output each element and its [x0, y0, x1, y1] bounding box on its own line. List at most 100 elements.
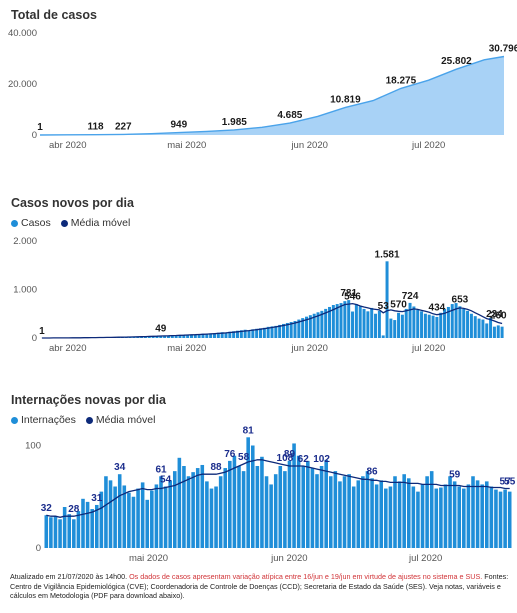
bar [209, 333, 213, 338]
legend-item-moving-avg-hosp[interactable]: Média móvel [85, 414, 155, 426]
data-label: 49 [155, 324, 167, 335]
bar [247, 330, 251, 338]
data-label: 949 [170, 120, 187, 131]
x-tick-label: jul 2020 [411, 140, 445, 151]
x-tick-label: abr 2020 [49, 140, 87, 151]
x-tick-label: jun 2020 [290, 140, 327, 151]
data-label: 234 [486, 309, 503, 320]
bar [90, 509, 94, 548]
bar [351, 486, 356, 548]
data-label: 32 [41, 503, 53, 514]
bar [374, 313, 378, 338]
data-label: 55 [504, 477, 516, 488]
bar [140, 336, 144, 338]
bar [94, 504, 99, 548]
bar [489, 486, 494, 548]
bar [458, 306, 462, 338]
bar [150, 490, 154, 548]
legend-label-moving-avg: Média móvel [70, 217, 131, 229]
bar [127, 492, 131, 548]
bar [420, 484, 425, 548]
bar [191, 472, 195, 548]
bar [197, 334, 201, 338]
bar [484, 481, 489, 549]
bar [379, 480, 384, 548]
data-label: 1 [37, 122, 43, 133]
bar [193, 334, 197, 338]
bar [381, 335, 385, 338]
bar [347, 300, 351, 338]
legend-label-cases: Casos [21, 217, 51, 229]
bar [72, 519, 76, 548]
bar [454, 303, 458, 338]
bar [496, 325, 500, 338]
bar [301, 318, 305, 338]
bar [370, 478, 374, 548]
y-tick-label: 2.000 [13, 236, 37, 247]
data-label: 25.802 [441, 56, 472, 67]
data-label: 724 [402, 291, 419, 302]
bar [76, 511, 81, 548]
x-tick-label: mai 2020 [129, 553, 168, 564]
bar [507, 491, 512, 549]
footer-note: Atualizado em 21/07/2020 às 14h00. Os da… [10, 572, 510, 601]
x-tick-label: jun 2020 [290, 343, 327, 354]
data-label: 108 [277, 453, 294, 464]
bar [343, 301, 347, 338]
bar [416, 491, 420, 549]
bar [159, 335, 163, 338]
legend-item-hospitalizations[interactable]: Internações [11, 414, 76, 426]
bar [366, 311, 370, 338]
bar [255, 466, 260, 548]
bar [342, 476, 347, 548]
data-label: 34 [114, 462, 126, 473]
bar [457, 486, 462, 548]
bar [246, 437, 250, 548]
bar [266, 326, 270, 338]
y-tick-label: 100 [25, 441, 41, 452]
bar [347, 474, 351, 548]
bar [293, 321, 297, 338]
bar [270, 326, 274, 338]
bar [212, 333, 216, 338]
bar [159, 476, 163, 548]
legend-item-moving-avg[interactable]: Média móvel [60, 217, 131, 229]
legend-label-hospitalizations: Internações [21, 414, 76, 426]
bar [385, 261, 389, 338]
bar [439, 487, 443, 548]
bar [235, 330, 239, 338]
bar [388, 486, 393, 548]
data-label: 88 [210, 462, 222, 473]
bar [411, 486, 416, 548]
data-label: 653 [452, 294, 469, 305]
area-line [39, 55, 505, 136]
bar [250, 445, 255, 548]
bar [168, 480, 172, 548]
bar [259, 328, 262, 338]
legend-dot-moving-avg [60, 219, 68, 227]
bar [154, 484, 159, 548]
data-label: 102 [313, 454, 330, 465]
bar [278, 466, 283, 548]
bar [393, 476, 397, 548]
legend-item-cases[interactable]: Casos [11, 217, 51, 229]
bar [503, 489, 507, 548]
bar [427, 314, 431, 338]
bar [480, 484, 484, 548]
bar [400, 314, 404, 338]
bar [283, 471, 287, 549]
bar [117, 474, 122, 548]
y-tick-label: 0 [32, 333, 37, 344]
bar [177, 457, 182, 548]
bar [439, 312, 443, 338]
bar [155, 335, 159, 338]
bar [81, 498, 85, 548]
bar [195, 468, 200, 548]
bar [333, 471, 338, 549]
bar [324, 308, 328, 338]
footer-updated: Atualizado em 21/07/2020 às 14h00. [10, 572, 128, 581]
bar [278, 324, 282, 338]
bar [228, 331, 232, 338]
bar [273, 474, 278, 548]
bar [402, 474, 406, 548]
